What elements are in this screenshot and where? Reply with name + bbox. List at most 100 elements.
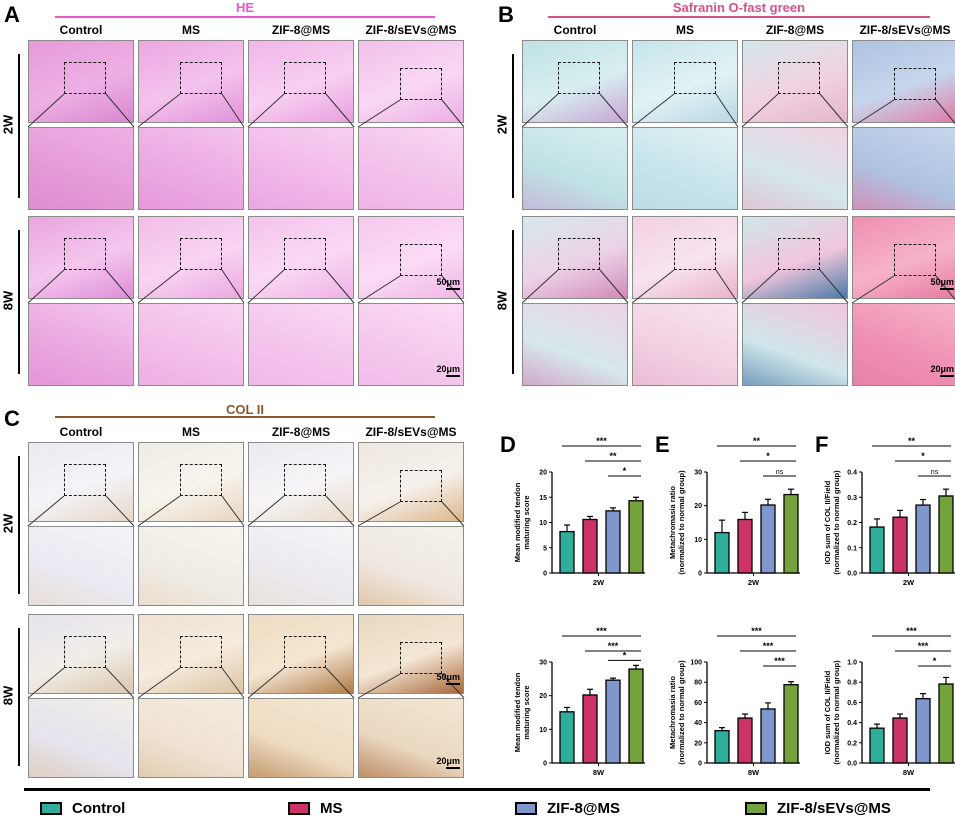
chart-f-8w: IOD sum of COL II/Field(normalized to no… (823, 626, 955, 777)
safranin-row-bracket (512, 230, 514, 374)
col2-column-label: ZIF-8@MS (271, 425, 331, 439)
bar-ms (582, 518, 598, 574)
bar-control (714, 730, 730, 764)
y-tick-label: 60 (694, 700, 702, 707)
he-zoom-image (28, 303, 134, 386)
safranin-zoom-image (852, 127, 955, 210)
legend-item-control: Control (40, 800, 125, 817)
x-tick-label: 8W (748, 768, 760, 777)
bar-zif-8-ms (605, 679, 621, 764)
legend-label-control: Control (72, 800, 126, 817)
col2-roi-box (64, 636, 106, 668)
he-row-bracket (18, 230, 20, 374)
scale-line (940, 288, 954, 290)
significance-label: *** (906, 626, 917, 636)
bar-control (714, 531, 730, 574)
safranin-roi-box (558, 62, 600, 94)
y-tick-label: 40 (694, 720, 702, 727)
y-tick-label: 0.1 (847, 545, 857, 552)
y-tick-label: 15 (539, 495, 547, 502)
he-roi-box (284, 238, 326, 270)
y-tick-label: 0.3 (847, 495, 857, 502)
chart-e-2w: Metachromasia ratio(normalized to normal… (668, 436, 800, 587)
legend-swatch-zif8-sevs (745, 802, 767, 815)
col2-roi-box (284, 464, 326, 496)
y-tick-label: 0 (543, 761, 547, 768)
col2-roi-box (284, 636, 326, 668)
safranin-zoom-image (852, 303, 955, 386)
y-tick-label: 10 (539, 520, 547, 527)
y-tick-label: 5 (543, 545, 547, 552)
col2-zoom-image (138, 526, 244, 606)
y-tick-label: 0 (698, 761, 702, 768)
y-tick-label: 0.4 (847, 720, 857, 727)
scale-line (446, 767, 460, 769)
y-tick-label: 0.6 (847, 700, 857, 707)
bar-control (869, 526, 885, 574)
safranin-zoom-image (632, 303, 738, 386)
panel-letter-b: B (498, 2, 514, 27)
bar-zif-8-ms (760, 504, 776, 574)
he-scale-bar-20: 20μm (424, 364, 460, 377)
safranin-row-label: 8W (494, 290, 510, 311)
he-title-line (55, 16, 435, 18)
legend-item-zif8: ZIF-8@MS (515, 800, 620, 817)
bar-ms (737, 717, 753, 764)
y-axis-label: IOD sum of COL II/Field(normalized to no… (823, 660, 841, 765)
x-tick-label: 8W (593, 768, 605, 777)
he-roi-box (400, 68, 442, 100)
safranin-row-label: 2W (494, 114, 510, 135)
he-zoom-image (248, 127, 354, 210)
he-title: HE (235, 0, 255, 15)
safranin-roi-box (674, 238, 716, 270)
he-zoom-image (138, 127, 244, 210)
he-column-label: ZIF-8/sEVs@MS (365, 23, 457, 37)
col2-row-bracket (18, 456, 20, 594)
significance-label: * (766, 451, 770, 461)
safranin-column-label: Control (553, 23, 597, 37)
bar-zif-8-sevs-ms (783, 684, 799, 764)
panel-letter-a: A (4, 2, 20, 27)
col2-scale-bar-50: 50μm (424, 672, 460, 685)
bar-zif-8-ms (760, 708, 776, 764)
bar-control (559, 530, 575, 574)
he-roi-box (180, 62, 222, 94)
panel-letter-d: D (500, 432, 516, 457)
safranin-column-label: ZIF-8@MS (765, 23, 825, 37)
significance-label: *** (774, 656, 785, 666)
panel-letter-e: E (655, 432, 670, 457)
y-tick-label: 100 (690, 660, 702, 667)
safranin-zoom-image (742, 303, 848, 386)
bar-zif-8-sevs-ms (628, 500, 644, 574)
safranin-title: Safranin O-fast green (672, 0, 806, 15)
legend-item-zif8-sevs: ZIF-8/sEVs@MS (745, 800, 891, 817)
col2-column-label: MS (182, 425, 200, 439)
scale-line (446, 375, 460, 377)
y-tick-label: 0 (543, 571, 547, 578)
significance-label: ns (776, 469, 784, 476)
significance-label: * (623, 466, 627, 476)
bar-ms (737, 518, 753, 574)
y-tick-label: 0.4 (847, 470, 857, 477)
y-tick-label: 30 (539, 660, 547, 667)
significance-label: ** (908, 436, 916, 446)
col2-zoom-image (248, 698, 354, 778)
col2-zoom-image (358, 698, 464, 778)
scale-label: 50μm (930, 277, 954, 287)
bar-zif-8-ms (915, 698, 931, 764)
legend-item-ms: MS (288, 800, 343, 817)
significance-label: *** (608, 641, 619, 651)
he-row-bracket (18, 54, 20, 198)
col2-roi-box (180, 464, 222, 496)
safranin-roi-box (894, 68, 936, 100)
he-roi-box (284, 62, 326, 94)
legend-label-ms: MS (320, 800, 343, 817)
bar-zif-8-ms (605, 510, 621, 574)
significance-label: * (933, 656, 937, 666)
safranin-roi-box (778, 62, 820, 94)
bar-control (559, 711, 575, 764)
legend-divider (24, 788, 930, 791)
he-roi-box (180, 238, 222, 270)
col2-row-label: 2W (0, 513, 16, 534)
safranin-zoom-image (522, 303, 628, 386)
